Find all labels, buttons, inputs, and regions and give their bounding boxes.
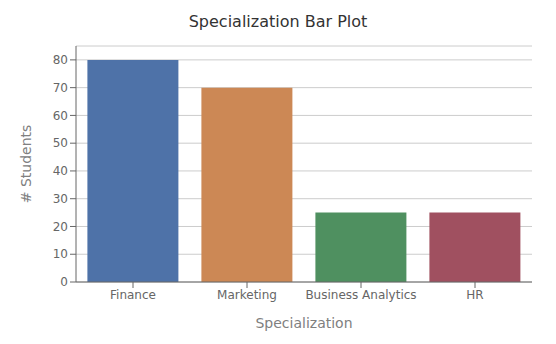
svg-text:Marketing: Marketing xyxy=(217,288,277,302)
svg-text:60: 60 xyxy=(53,109,68,123)
svg-text:HR: HR xyxy=(466,288,483,302)
svg-text:40: 40 xyxy=(53,164,68,178)
svg-text:30: 30 xyxy=(53,192,68,206)
svg-text:20: 20 xyxy=(53,220,68,234)
svg-text:Business Analytics: Business Analytics xyxy=(305,288,416,302)
svg-text:50: 50 xyxy=(53,136,68,150)
svg-text:70: 70 xyxy=(53,81,68,95)
svg-text:80: 80 xyxy=(53,53,68,67)
svg-text:Specialization: Specialization xyxy=(255,315,352,331)
svg-text:Finance: Finance xyxy=(110,288,156,302)
svg-text:10: 10 xyxy=(53,247,68,261)
svg-text:# Students: # Students xyxy=(18,125,34,204)
html-text:Specialization Bar Plot: Specialization Bar Plot xyxy=(188,12,368,31)
svg-text:0: 0 xyxy=(60,275,68,289)
